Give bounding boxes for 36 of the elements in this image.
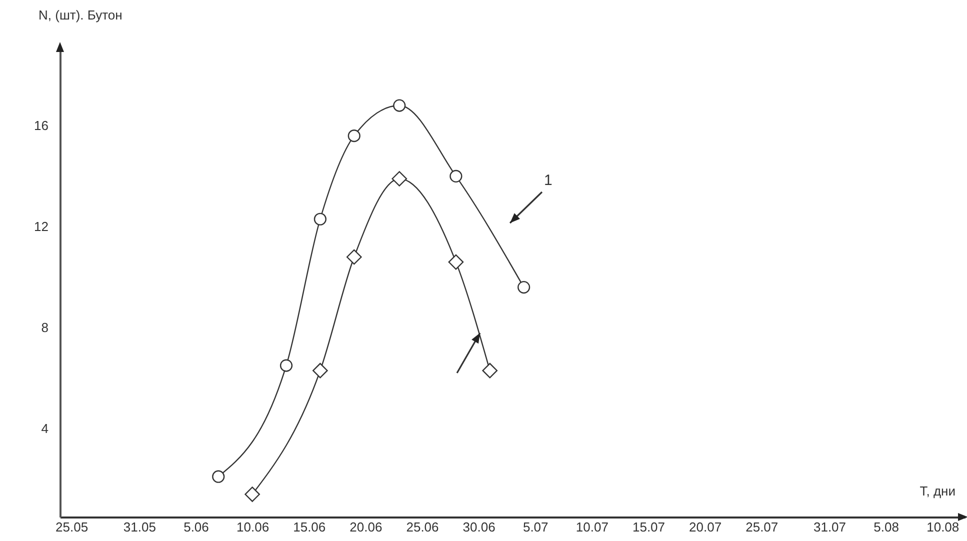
point bbox=[212, 470, 225, 483]
x-tick-label: 25.05 bbox=[56, 520, 88, 534]
point bbox=[392, 171, 408, 186]
x-tick-label: 30.06 bbox=[462, 520, 496, 534]
point bbox=[450, 170, 462, 183]
annotation: 1 bbox=[544, 172, 552, 189]
x-tick-label: 5.06 bbox=[184, 520, 209, 534]
x-tick-label: 5.08 bbox=[874, 520, 899, 534]
x-tick-label: 31.05 bbox=[123, 520, 156, 534]
x-tick-label: 31.07 bbox=[813, 520, 846, 534]
point bbox=[312, 362, 328, 378]
x-tick-label: 10.07 bbox=[576, 520, 608, 534]
x-tick-label: 20.07 bbox=[689, 520, 722, 534]
point bbox=[346, 249, 362, 265]
x-tick-label: 10.08 bbox=[926, 520, 960, 534]
x-tick-label: 15.06 bbox=[293, 520, 326, 534]
x-tick-label: 10.06 bbox=[236, 520, 270, 534]
point bbox=[482, 362, 498, 378]
y-tick-label: 12 bbox=[34, 219, 48, 234]
point bbox=[393, 99, 406, 112]
point bbox=[314, 212, 326, 226]
point bbox=[280, 359, 293, 372]
y-tick-label: 4 bbox=[41, 421, 48, 436]
x-tick-label: 25.06 bbox=[406, 520, 439, 534]
point bbox=[518, 280, 530, 294]
x-tick-label: 15.07 bbox=[632, 520, 666, 534]
point bbox=[448, 254, 464, 270]
y-axis-title: N, (шт). Бутон bbox=[38, 8, 122, 22]
y-tick-label: 16 bbox=[34, 118, 48, 134]
x-tick-label: 5.07 bbox=[522, 520, 548, 534]
x-tick-label: 20.06 bbox=[350, 520, 382, 534]
y-tick-label: 8 bbox=[41, 320, 48, 336]
x-axis-title: T, дни bbox=[920, 484, 956, 498]
point bbox=[244, 486, 260, 502]
point bbox=[348, 130, 360, 142]
x-tick-label: 25.07 bbox=[746, 520, 778, 534]
